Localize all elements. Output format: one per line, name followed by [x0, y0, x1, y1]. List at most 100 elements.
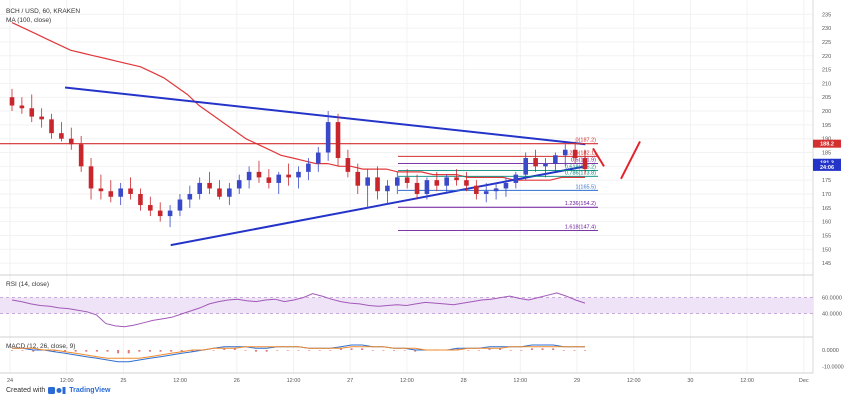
- price-axis[interactable]: 1451501551601651701751801851901952002052…: [813, 12, 841, 267]
- macd-histogram-bar: [573, 350, 576, 351]
- macd-histogram-bar: [64, 350, 67, 352]
- fib-level-label: 1.236(154.2): [565, 201, 596, 207]
- signal-line: [12, 346, 585, 359]
- time-tick-label: 26: [234, 378, 240, 384]
- candle-body: [286, 174, 291, 178]
- macd-histogram-bar: [318, 350, 321, 351]
- rsi-line: [11, 292, 586, 328]
- time-tick-label: 12:00: [400, 378, 414, 384]
- macd-histogram-bar: [265, 350, 268, 352]
- macd-histogram-bar: [509, 350, 512, 351]
- price-tick-label: 175: [822, 178, 831, 184]
- candle-body: [236, 180, 242, 189]
- macd-histogram-bar: [584, 350, 586, 351]
- candle-body: [345, 158, 351, 172]
- candle-body: [68, 138, 74, 145]
- candle-body: [444, 177, 449, 186]
- candle-body: [59, 133, 64, 139]
- candle-body: [217, 188, 222, 197]
- candle-body: [148, 205, 153, 211]
- price-tick-label: 225: [822, 40, 831, 46]
- macd-histogram-bar: [308, 350, 311, 351]
- macd-histogram-bar: [467, 350, 470, 351]
- candle-body: [325, 122, 331, 153]
- macd-panel[interactable]: 0.0000 -10.0000: [11, 344, 844, 371]
- macd-histogram-bar: [138, 350, 141, 352]
- candle-body: [167, 210, 173, 217]
- macd-histogram-bar: [276, 350, 279, 351]
- macd-histogram-bar: [329, 350, 332, 351]
- footer-attribution: Created with TradingView: [6, 386, 110, 395]
- rsi-tick-label: 40.0000: [822, 311, 842, 317]
- candle-body: [276, 174, 282, 183]
- moving-average: [11, 22, 585, 181]
- price-marker-badge: [813, 139, 841, 148]
- candle-body: [296, 171, 301, 178]
- candle-body: [434, 180, 440, 186]
- time-axis[interactable]: 24 12:00 25 12:00 26 12:00 27 12:00 28 12:00 29 12:…: [7, 378, 809, 384]
- time-tick-label: 27: [347, 378, 353, 384]
- candle-body: [424, 180, 430, 194]
- indicator-label: MA (100, close): [6, 17, 51, 24]
- candle-body: [394, 177, 400, 186]
- forecast-path[interactable]: [592, 141, 641, 180]
- macd-tick-label: 0.0000: [822, 348, 839, 354]
- time-tick-label: Dec: [799, 378, 809, 384]
- price-tick-label: 215: [822, 68, 831, 74]
- macd-histogram-bar: [255, 350, 258, 352]
- time-tick-label: 12:00: [173, 378, 187, 384]
- time-tick-label: 12:00: [513, 378, 527, 384]
- price-tick-label: 170: [822, 192, 831, 198]
- price-tick-label: 210: [822, 81, 831, 87]
- candle-body: [256, 171, 262, 178]
- macd-histogram-bar: [520, 350, 523, 351]
- price-tick-label: 145: [822, 261, 831, 267]
- candle-body: [404, 177, 410, 183]
- macd-histogram-bar: [191, 350, 194, 352]
- fib-level-label: 0(187.2): [576, 138, 597, 144]
- fib-level-label: 0.786(173.8): [565, 170, 596, 176]
- fib-level-label: 1(165.5): [576, 184, 597, 190]
- macd-histogram-bar: [456, 348, 459, 350]
- macd-histogram-bar: [117, 350, 120, 354]
- candle-body: [454, 177, 459, 181]
- fib-level-label: 0.236(182.1): [565, 150, 596, 156]
- candle-body: [138, 193, 143, 206]
- candle-body: [187, 193, 193, 200]
- candle-body: [355, 171, 361, 186]
- price-marker-badge: [813, 158, 841, 167]
- candle-body: [414, 182, 420, 194]
- candle-body: [246, 171, 252, 181]
- time-tick-label: 29: [574, 378, 580, 384]
- macd-histogram-bar: [552, 348, 555, 350]
- macd-histogram-bar: [488, 348, 491, 350]
- candle-body: [128, 188, 133, 194]
- macd-histogram-bar: [148, 350, 151, 352]
- price-tick-label: 195: [822, 123, 831, 129]
- symbol-label: BCH / USD, 60, KRAKEN: [6, 8, 80, 15]
- macd-histogram-bar: [85, 350, 88, 352]
- macd-histogram-bar: [180, 350, 183, 352]
- time-tick-label: 12:00: [627, 378, 641, 384]
- price-tick-label: 155: [822, 233, 831, 239]
- tradingview-brand[interactable]: TradingView: [69, 387, 111, 394]
- candle-body: [493, 188, 499, 192]
- candle-body: [523, 158, 529, 175]
- candle-body: [315, 152, 321, 164]
- price-tick-label: 160: [822, 220, 831, 226]
- candle-body: [227, 188, 232, 197]
- macd-histogram-bar: [233, 348, 236, 350]
- rsi-panel[interactable]: 60.0000 40.0000: [0, 292, 842, 328]
- macd-histogram-bar: [74, 350, 77, 352]
- candle-body: [543, 163, 548, 167]
- macd-histogram-bar: [350, 348, 353, 350]
- time-tick-label: 25: [120, 378, 126, 384]
- candlesticks[interactable]: [9, 88, 588, 228]
- macd-histogram-bar: [297, 350, 300, 351]
- macd-histogram-bar: [21, 350, 24, 351]
- candle-body: [483, 191, 489, 194]
- price-marker-badge: [813, 162, 841, 171]
